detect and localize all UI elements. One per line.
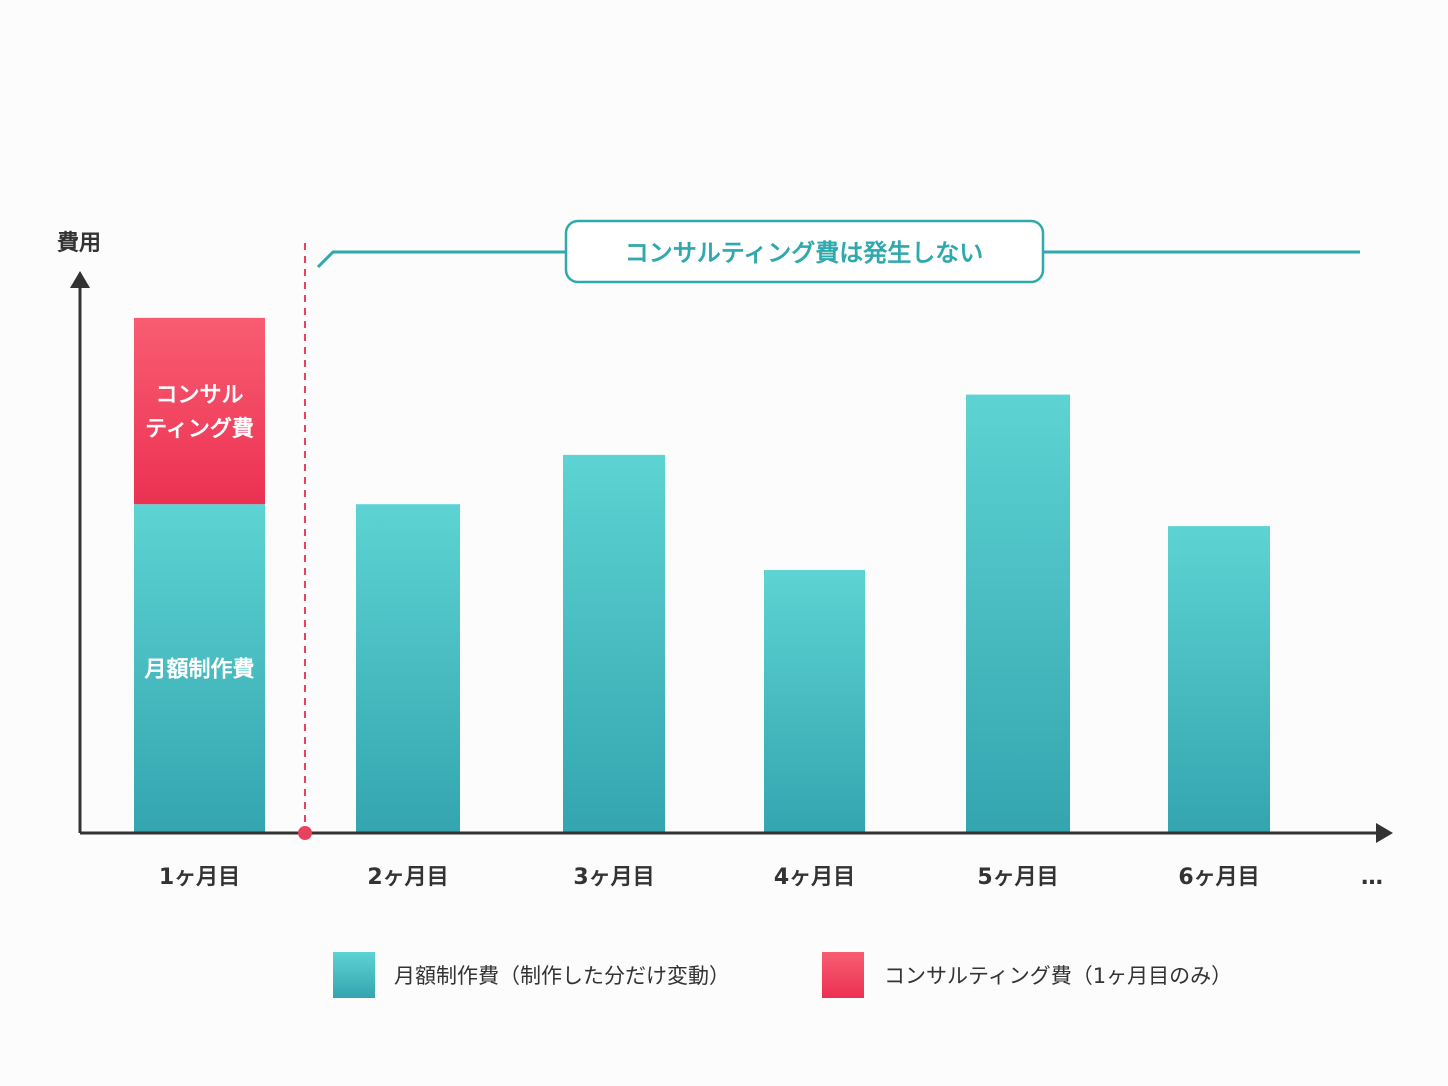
bracket-left [316, 250, 566, 269]
y-axis-label: 費用 [57, 231, 101, 256]
y-axis-arrow-icon [70, 271, 90, 288]
bar-monthly-1 [134, 504, 265, 833]
x-tick-label: 3ヶ月目 [573, 865, 654, 890]
bar-monthly-5 [966, 394, 1070, 833]
callout-box [564, 219, 1045, 284]
x-tick-label: 4ヶ月目 [774, 865, 855, 890]
legend: 月額制作費（制作した分だけ変動） コンサルティング費（1ヶ月目のみ） [333, 952, 1232, 998]
bar-monthly-3 [563, 454, 665, 833]
x-continuation: … [1361, 865, 1383, 890]
bar-monthly-6 [1168, 526, 1270, 833]
x-tick-label: 6ヶ月目 [1178, 865, 1259, 890]
bar-label-consulting: コンサル [155, 383, 243, 408]
callout-text: コンサルティング費は発生しない [625, 239, 984, 267]
x-axis-arrow-icon [1376, 823, 1393, 843]
legend-swatch-monthly [333, 952, 375, 998]
bar-monthly-2 [356, 504, 460, 833]
bar-monthly-4 [764, 569, 865, 833]
x-tick-label: 2ヶ月目 [367, 865, 448, 890]
bar-consulting-1 [134, 317, 265, 505]
x-tick-label: 5ヶ月目 [977, 865, 1058, 890]
bar-label-consulting: ティング費 [145, 416, 254, 442]
x-tick-label: 1ヶ月目 [159, 865, 240, 890]
divider-dot [298, 826, 312, 840]
legend-swatch-consulting [822, 952, 864, 998]
bar-label-monthly: 月額制作費 [143, 657, 254, 683]
legend-label-monthly: 月額制作費（制作した分だけ変動） [394, 964, 730, 988]
bars: 月額制作費 コンサルティング費 1ヶ月目 2ヶ月目 3ヶ月目 4ヶ月目 5ヶ月目 6ヶ月目 [134, 317, 1270, 890]
legend-label-consulting: コンサルティング費（1ヶ月目のみ） [884, 964, 1232, 988]
